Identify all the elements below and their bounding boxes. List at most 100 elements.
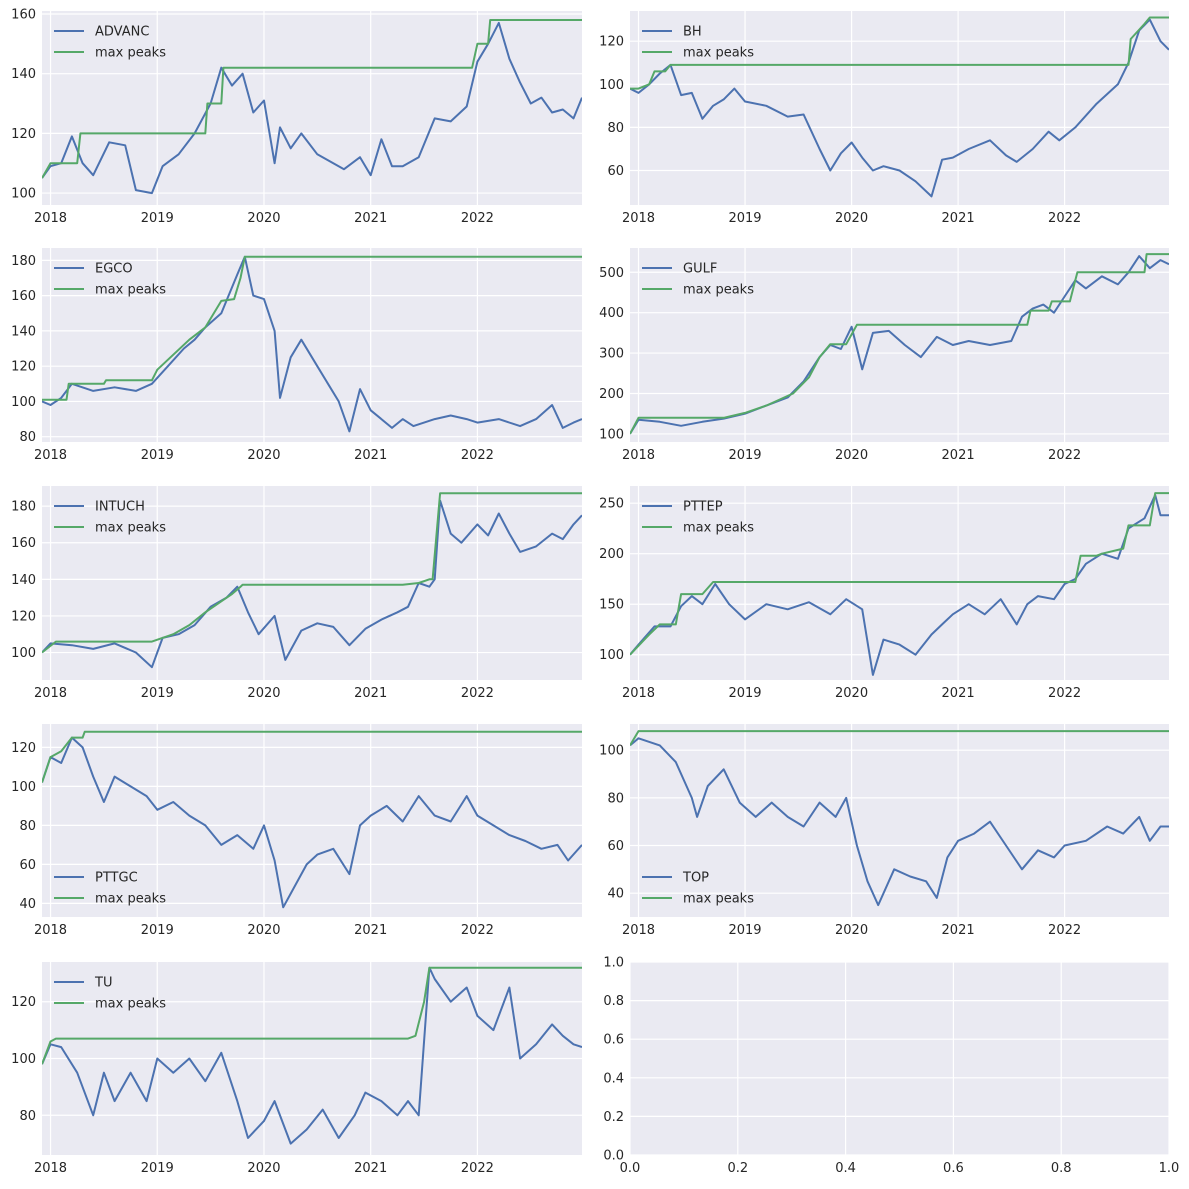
x-tick-label: 2021 — [354, 211, 387, 226]
y-tick-label: 80 — [19, 1109, 36, 1124]
x-tick-label: 2019 — [728, 923, 761, 938]
y-tick-label: 100 — [11, 395, 36, 410]
y-tick-label: 120 — [11, 360, 36, 375]
y-tick-label: 150 — [599, 598, 624, 613]
x-tick-label: 0.0 — [620, 1161, 641, 1176]
x-tick-label: 2022 — [1048, 686, 1081, 701]
y-tick-label: 300 — [599, 347, 624, 362]
x-tick-label: 2020 — [247, 686, 280, 701]
plot-area — [630, 962, 1169, 1155]
y-tick-label: 160 — [11, 536, 36, 551]
x-tick-label: 2021 — [942, 686, 975, 701]
plot-area — [42, 11, 582, 205]
x-tick-label: 2018 — [34, 686, 67, 701]
y-tick-label: 60 — [19, 858, 36, 873]
y-tick-label: 120 — [599, 35, 624, 50]
x-tick-label: 2020 — [247, 923, 280, 938]
subplot-1: 100 120 140 160 2018 2019 2020 2021 2022 ADVANC ma… — [11, 7, 582, 226]
series-line-max-peaks — [42, 730, 582, 783]
x-tick-label: 2022 — [461, 923, 494, 938]
legend-label: BH — [683, 25, 702, 40]
plot-area — [42, 724, 582, 917]
legend-label: INTUCH — [95, 500, 145, 515]
x-tick-label: 2020 — [835, 211, 868, 226]
x-tick-label: 2018 — [34, 1161, 67, 1176]
x-tick-label: 2022 — [1048, 448, 1081, 463]
plot-area — [630, 248, 1169, 442]
x-tick-label: 2021 — [354, 448, 387, 463]
legend-label: max peaks — [683, 892, 754, 907]
x-tick-label: 2021 — [354, 1161, 387, 1176]
x-tick-label: 2019 — [728, 211, 761, 226]
x-tick-label: 2018 — [622, 211, 655, 226]
legend-label: PTTGC — [95, 871, 138, 886]
series-line-max-peaks — [630, 253, 1169, 435]
x-tick-label: 2022 — [461, 211, 494, 226]
subplot-5: 100 120 140 160 180 2018 2019 2020 2021 2022 INTUC… — [11, 486, 582, 701]
x-tick-label: 2020 — [247, 211, 280, 226]
y-tick-label: 40 — [607, 887, 624, 902]
y-tick-label: 160 — [11, 289, 36, 304]
y-tick-label: 100 — [599, 78, 624, 93]
legend-label: max peaks — [95, 521, 166, 536]
x-tick-label: 2019 — [728, 686, 761, 701]
y-tick-label: 40 — [19, 897, 36, 912]
x-tick-label: 2021 — [354, 923, 387, 938]
y-tick-label: 100 — [599, 744, 624, 759]
x-tick-label: 2022 — [461, 448, 494, 463]
x-tick-label: 0.6 — [943, 1161, 964, 1176]
x-tick-label: 2022 — [461, 1161, 494, 1176]
x-tick-label: 2019 — [728, 448, 761, 463]
y-tick-label: 100 — [599, 648, 624, 663]
legend-label: max peaks — [683, 283, 754, 298]
y-tick-label: 200 — [599, 387, 624, 402]
subplot-2: 60 80 100 120 2018 2019 2020 2021 2022 BH max peak… — [599, 11, 1169, 226]
y-tick-label: 100 — [11, 646, 36, 661]
series-line-price — [42, 736, 582, 909]
y-tick-label: 60 — [607, 164, 624, 179]
y-tick-label: 160 — [11, 7, 36, 22]
x-tick-label: 2018 — [622, 923, 655, 938]
y-tick-label: 80 — [19, 430, 36, 445]
y-tick-label: 140 — [11, 67, 36, 82]
series-line-price — [42, 21, 582, 195]
x-tick-label: 2020 — [835, 923, 868, 938]
plot-area — [42, 248, 582, 442]
y-tick-label: 140 — [11, 573, 36, 588]
y-tick-label: 0.4 — [603, 1071, 624, 1086]
x-tick-label: 2020 — [247, 1161, 280, 1176]
series-line-price — [42, 255, 582, 433]
y-tick-label: 500 — [599, 266, 624, 281]
x-tick-label: 2018 — [34, 923, 67, 938]
legend-label: ADVANC — [95, 25, 149, 40]
x-tick-label: 2021 — [354, 686, 387, 701]
x-tick-label: 2019 — [141, 1161, 174, 1176]
x-tick-label: 2018 — [34, 211, 67, 226]
y-tick-label: 100 — [11, 1052, 36, 1067]
legend-label: TU — [94, 976, 112, 991]
y-tick-label: 250 — [599, 497, 624, 512]
subplot-6: 100 150 200 250 2018 2019 2020 2021 2022 PTTEP max… — [599, 486, 1169, 701]
y-tick-label: 100 — [11, 780, 36, 795]
x-tick-label: 2019 — [141, 448, 174, 463]
y-tick-label: 0.0 — [603, 1149, 624, 1164]
subplot-4: 100 200 300 400 500 2018 2019 2020 2021 2022 GULF m… — [599, 248, 1169, 463]
y-tick-label: 180 — [11, 500, 36, 515]
x-tick-label: 2022 — [1048, 923, 1081, 938]
y-tick-label: 80 — [607, 791, 624, 806]
x-tick-label: 2021 — [942, 448, 975, 463]
y-tick-label: 120 — [11, 995, 36, 1010]
legend-label: max peaks — [683, 521, 754, 536]
y-tick-label: 120 — [11, 609, 36, 624]
x-tick-label: 1.0 — [1159, 1161, 1180, 1176]
subplot-3: 80 100 120 140 160 180 2018 2019 2020 2021 2022 EGC… — [11, 248, 582, 463]
series-line-max-peaks — [42, 19, 582, 179]
x-tick-label: 2022 — [461, 686, 494, 701]
y-tick-label: 180 — [11, 254, 36, 269]
x-tick-label: 0.8 — [1051, 1161, 1072, 1176]
y-tick-label: 120 — [11, 127, 36, 142]
series-line-max-peaks — [630, 16, 1169, 90]
x-tick-label: 2020 — [835, 448, 868, 463]
y-tick-label: 0.2 — [603, 1110, 624, 1125]
